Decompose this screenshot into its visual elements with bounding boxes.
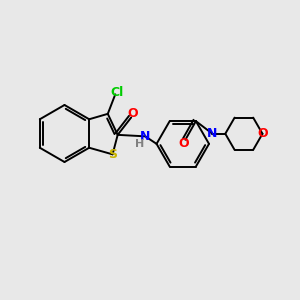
- Text: N: N: [207, 127, 218, 140]
- Text: Cl: Cl: [111, 86, 124, 99]
- Text: H: H: [135, 139, 145, 149]
- Text: N: N: [140, 130, 151, 143]
- Text: S: S: [108, 148, 117, 161]
- Text: O: O: [127, 107, 138, 120]
- Text: O: O: [178, 137, 189, 150]
- Text: O: O: [257, 127, 268, 140]
